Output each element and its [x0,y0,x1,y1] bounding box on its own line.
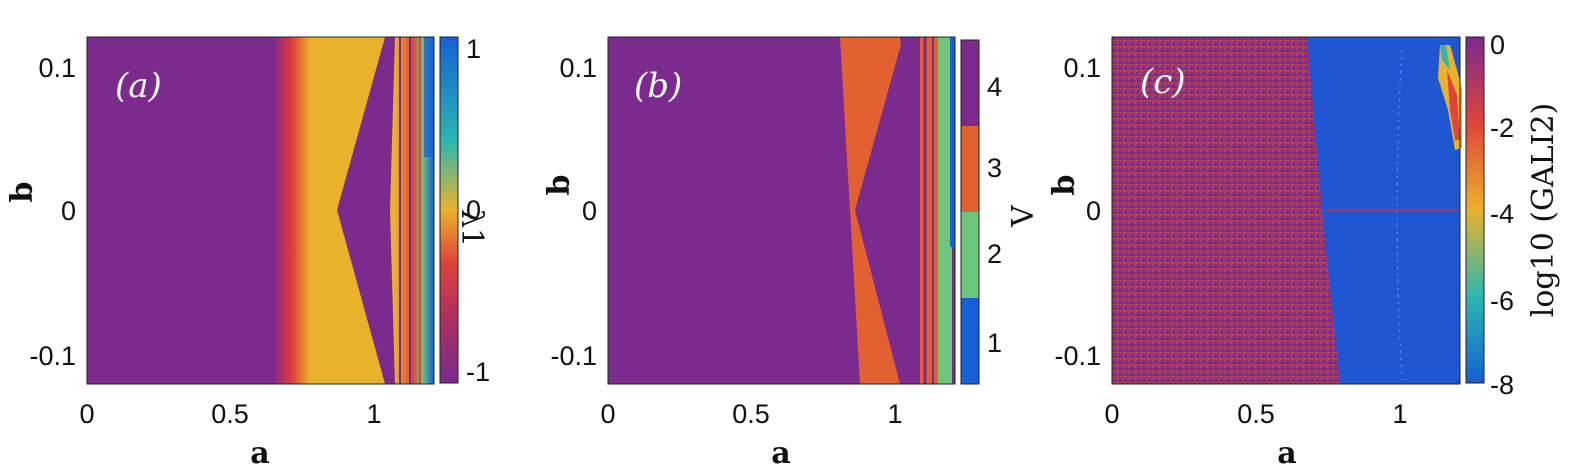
panel-b-colorbar-label: Λ [1003,204,1038,227]
panel-c-colorbar-tick: -2 [1490,113,1514,143]
panel-a-ylabel: b [5,182,40,203]
panel-a-x-tick: 0.5 [211,399,249,429]
panel-b-colorbar-tick: 3 [987,153,1002,183]
panel-c-thin-curve [1396,49,1403,381]
panel-c-y-tick: 0 [1086,196,1101,226]
panel-a-wedge-fill [344,60,388,360]
panel-b-y-tick: -0.1 [550,341,597,371]
panel-c-patch-edge [1440,45,1450,70]
panel-b-x-tick: 0.5 [732,399,770,429]
panel-b-y-tick: 0 [582,196,597,226]
panel-c-colorbar-tick: -8 [1490,370,1514,400]
panel-a-x-tick: 0 [79,399,94,429]
panel-c-y-tick: 0.1 [1063,53,1101,83]
panel-a-blue-edge [424,37,434,157]
panel-a-colorbar-scale [439,36,459,384]
panel-b-axes-frame [607,36,956,385]
panel-c-colorbar-label: log10 (GALI2) [1526,103,1561,317]
panel-c-x-tick: 0 [1104,399,1119,429]
panel-c-region-chaotic [1112,37,1340,384]
panel-a-heatmap [87,37,434,384]
panel-c-heatmap [1112,37,1462,384]
panel-a: (a) 0 0.5 1 0.1 0 -0.1 a b 1 0 -1 λ1 [5,34,490,471]
panel-a-y-tick: -0.1 [29,341,76,371]
panel-c-xlabel: a [1277,436,1296,471]
panel-a-colorbar: 1 0 -1 λ1 [439,34,490,387]
panel-b-label: (b) [634,66,682,106]
panel-c-y-tick: -0.1 [1054,341,1101,371]
panel-a-colorbar-tick: 0 [466,195,481,225]
panel-b-x-tick: 0 [600,399,615,429]
panel-c-colorbar-tick: -6 [1490,286,1514,316]
panel-a-label: (a) [115,66,162,106]
panel-c-colorbar: 0 -2 -4 -6 -8 log10 (GALI2) [1465,30,1561,400]
panel-b-region-two [938,37,952,384]
panel-b-colorbar-level-2 [961,212,979,298]
panel-b-x-tick: 1 [887,399,902,429]
panel-a-colorbar-tick: -1 [466,357,490,387]
panel-b-y-tick: 0.1 [559,53,597,83]
panel-b-wedge [855,37,930,384]
panel-c: (c) 0 0.5 1 0.1 0 -0.1 a b 0 -2 -4 -6 -8… [1047,30,1561,471]
panel-b: (b) 0 0.5 1 0.1 0 -0.1 a b 4 3 2 1 Λ [542,36,1038,471]
panel-b-colorbar-tick: 2 [987,239,1002,269]
panel-b-colorbar-level-3 [961,126,979,212]
panel-c-ylabel: b [1047,175,1082,196]
panel-a-x-tick: 1 [366,399,381,429]
panel-c-x-tick: 0.5 [1237,399,1275,429]
panel-c-patch-core [1447,70,1460,140]
panel-a-y-tick: 0.1 [38,53,76,83]
panel-b-heatmap [608,37,955,384]
panel-c-colorbar-tick: 0 [1490,30,1505,60]
panel-a-xlabel: a [250,436,269,471]
panel-b-colorbar-level-4 [961,40,979,126]
panel-a-y-tick: 0 [61,196,76,226]
panel-c-label: (c) [1140,62,1186,102]
panel-b-colorbar-frame [960,39,980,385]
panel-b-xlabel: a [771,436,790,471]
panel-b-colorbar: 4 3 2 1 Λ [960,39,1038,385]
panel-c-axes-frame [1111,36,1461,385]
panel-a-axes-frame [86,36,435,385]
panel-b-colorbar-level-1 [961,298,979,384]
panel-c-x-tick: 1 [1392,399,1407,429]
panel-b-region-one [950,37,955,247]
panel-b-ylabel: b [542,175,577,196]
panel-a-region-transition [273,37,310,384]
panel-b-colorbar-tick: 1 [987,328,1002,358]
panel-b-colorbar-tick: 4 [987,72,1002,102]
panel-c-colorbar-tick: -4 [1490,199,1514,229]
panel-a-colorbar-tick: 1 [466,34,481,64]
panel-a-colorbar-label: λ1 [454,209,489,247]
panel-c-colorbar-scale [1465,36,1485,384]
